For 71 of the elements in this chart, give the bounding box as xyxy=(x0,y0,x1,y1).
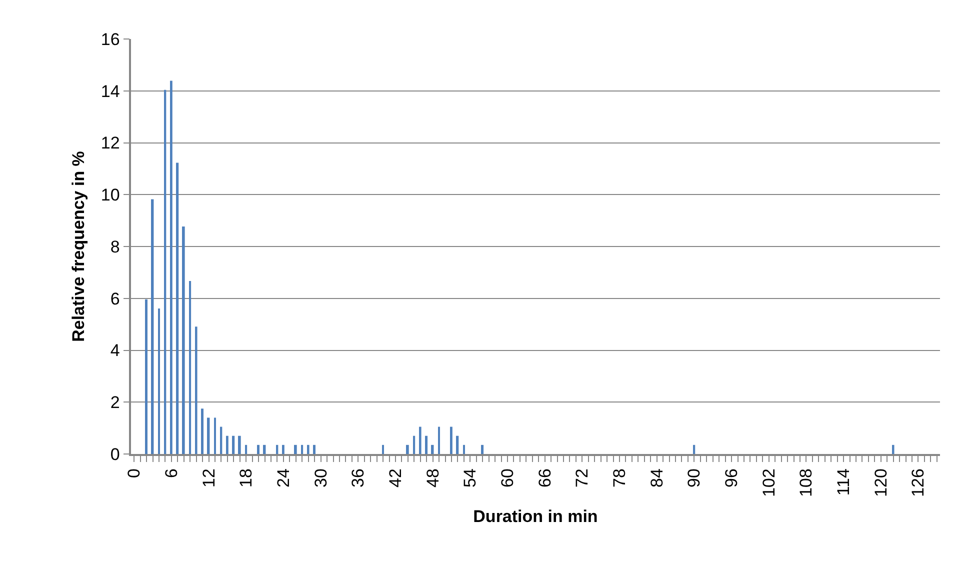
x-tick-label: 84 xyxy=(647,468,666,488)
bar xyxy=(151,199,154,454)
bar xyxy=(201,408,204,454)
x-tick-label: 78 xyxy=(610,468,630,488)
bar xyxy=(189,281,192,454)
x-tick-label: 72 xyxy=(572,468,592,488)
x-tick-label: 126 xyxy=(908,468,928,497)
bar xyxy=(263,444,266,454)
x-tick-label: 42 xyxy=(386,468,406,488)
x-tick-label: 96 xyxy=(722,468,742,488)
x-tick-label: 48 xyxy=(423,468,442,488)
bar xyxy=(463,444,465,454)
bar xyxy=(413,436,416,454)
x-tick-label: 66 xyxy=(535,468,554,488)
x-tick-label: 6 xyxy=(162,468,181,478)
y-tick-label: 2 xyxy=(110,393,120,412)
bar xyxy=(238,436,241,454)
x-tick-label: 12 xyxy=(199,468,218,488)
bar xyxy=(419,426,422,454)
x-axis-title: Duration in min xyxy=(473,506,598,526)
bar xyxy=(226,436,228,454)
bar xyxy=(282,444,284,454)
x-tick-label: 54 xyxy=(460,468,480,488)
bar xyxy=(307,444,310,454)
x-tick-label: 24 xyxy=(274,468,293,488)
y-tick-label: 10 xyxy=(100,186,120,205)
x-tick-label: 102 xyxy=(759,468,778,497)
bar xyxy=(207,418,210,454)
x-tick-label: 108 xyxy=(796,468,816,497)
bar xyxy=(164,90,166,454)
bar xyxy=(195,326,198,454)
bar xyxy=(481,444,484,454)
bar xyxy=(693,444,696,454)
x-tick-label: 120 xyxy=(871,468,890,497)
y-tick-label: 8 xyxy=(110,237,120,256)
bar xyxy=(214,418,216,454)
bar xyxy=(431,444,434,454)
bar xyxy=(892,444,894,454)
bar xyxy=(450,426,452,454)
bar xyxy=(220,426,222,454)
y-tick-label: 0 xyxy=(110,444,120,464)
bar xyxy=(145,299,148,454)
bar xyxy=(382,444,384,454)
x-tick-label: 18 xyxy=(236,468,256,488)
bar xyxy=(182,226,185,454)
bar xyxy=(170,80,172,454)
bar xyxy=(313,444,316,454)
y-tick-label: 4 xyxy=(110,341,120,360)
x-tick-label: 36 xyxy=(348,468,368,488)
y-tick-label: 6 xyxy=(110,289,120,308)
y-tick-label: 16 xyxy=(100,30,120,49)
bar xyxy=(257,444,260,454)
bar xyxy=(158,308,160,454)
y-tick-label: 14 xyxy=(100,82,120,101)
bar xyxy=(294,444,297,454)
bar xyxy=(301,444,304,454)
x-tick-label: 114 xyxy=(834,468,854,496)
bar xyxy=(438,426,440,454)
bar xyxy=(176,162,179,454)
bar xyxy=(425,436,428,454)
bar xyxy=(456,436,459,454)
y-axis-title: Relative frequency in % xyxy=(68,151,88,342)
bar xyxy=(276,444,278,454)
bar xyxy=(245,444,248,454)
x-tick-label: 30 xyxy=(311,468,330,488)
bar xyxy=(406,444,409,454)
y-tick-label: 12 xyxy=(100,134,120,153)
x-tick-label: 90 xyxy=(684,468,704,488)
x-tick-label: 60 xyxy=(498,468,518,488)
bar xyxy=(232,436,235,454)
x-tick-label: 0 xyxy=(124,468,144,478)
